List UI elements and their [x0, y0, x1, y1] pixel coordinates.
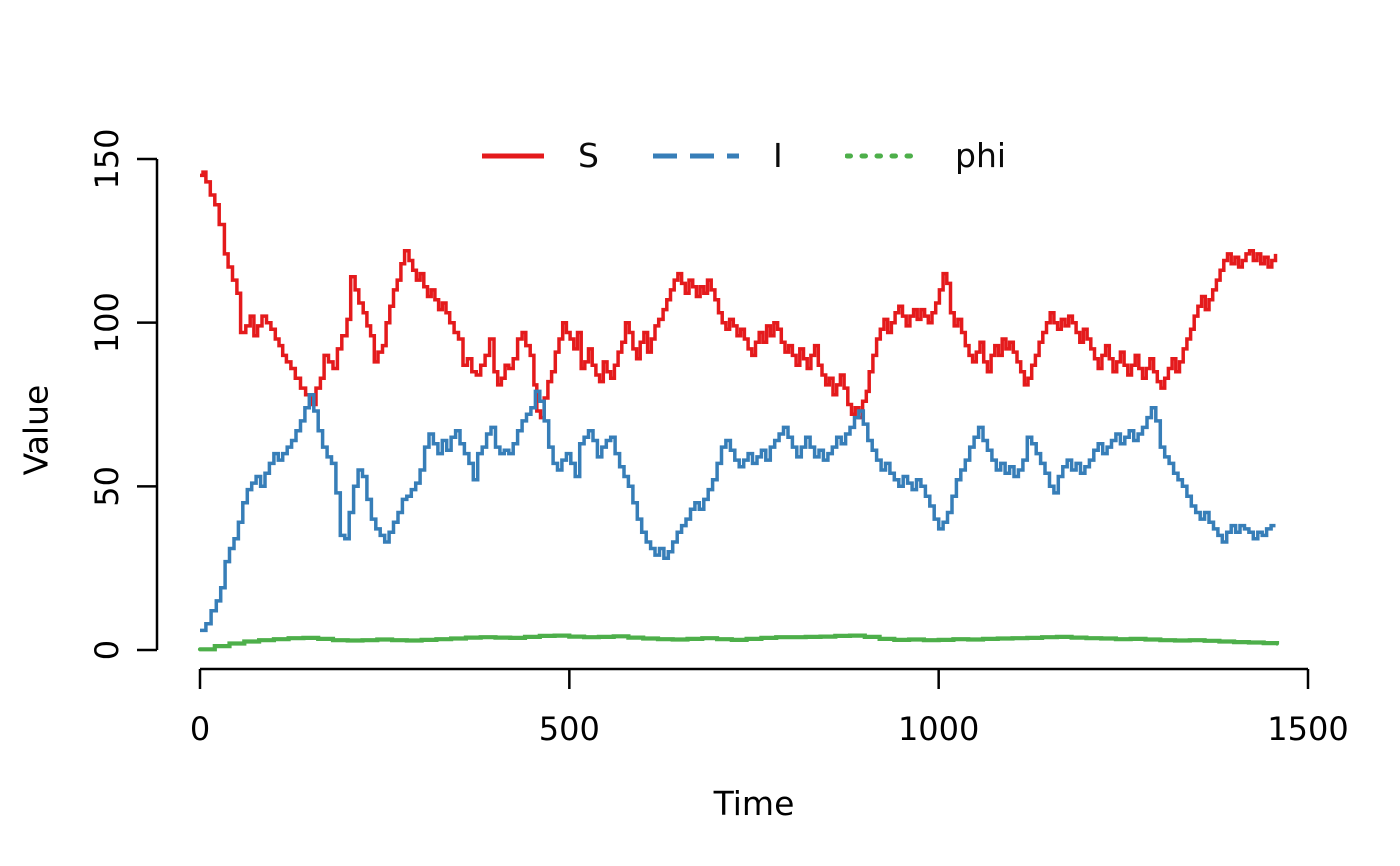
x-tick-label: 1500: [1267, 710, 1348, 748]
y-tick-label: 150: [88, 128, 126, 189]
legend-line-sample-S: [482, 153, 544, 159]
legend: S I phi: [0, 136, 1400, 176]
legend-item-phi: phi: [845, 136, 1006, 176]
legend-label-S: S: [578, 136, 599, 175]
y-tick-label: 100: [88, 292, 126, 353]
series-line-phi: [197, 633, 1280, 652]
legend-item-S: S: [480, 136, 599, 176]
legend-label-phi: phi: [955, 136, 1007, 175]
x-tick-label: 1000: [898, 710, 979, 748]
x-axis-title: Time: [713, 784, 795, 823]
y-axis-title: Value: [16, 384, 56, 476]
legend-item-I: I: [651, 136, 783, 176]
legend-label-I: I: [773, 136, 783, 175]
legend-line-sample-I: [653, 153, 739, 159]
y-tick-label: 0: [88, 640, 126, 660]
x-tick-label: 0: [190, 710, 210, 748]
legend-line-sample-phi: [845, 153, 923, 159]
series-line-S: [200, 170, 1278, 420]
y-tick-label: 50: [88, 466, 126, 507]
series-line-I: [200, 389, 1276, 633]
x-tick-label: 500: [539, 710, 600, 748]
